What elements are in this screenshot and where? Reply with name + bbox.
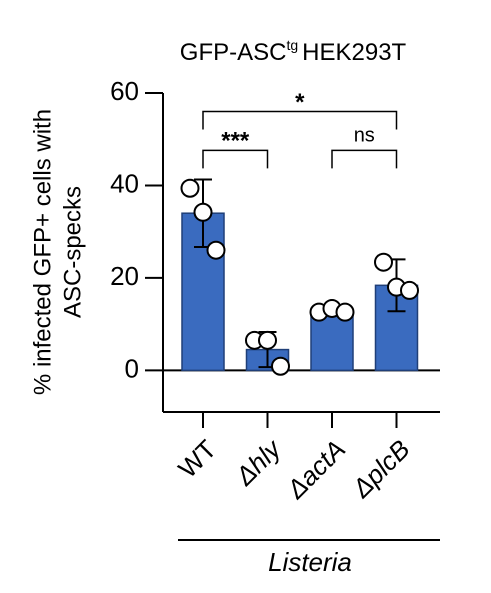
x-tick-label: Δhly xyxy=(229,432,288,491)
significance-label: *** xyxy=(221,128,250,155)
significance-label: * xyxy=(295,89,305,116)
chart-title: GFP-ASCtg HEK293T xyxy=(180,37,407,67)
y-axis-label: % infected GFP+ cells with ASC-specks xyxy=(29,109,86,395)
data-point xyxy=(206,240,226,260)
title-main: GFP-ASC xyxy=(180,39,287,66)
y-tick-label: 20 xyxy=(110,261,139,291)
data-point xyxy=(180,178,200,198)
y-label-line: % infected GFP+ cells with xyxy=(29,109,56,395)
title-after: HEK293T xyxy=(302,39,406,66)
y-tick-label: 60 xyxy=(110,76,139,106)
y-tick-label: 0 xyxy=(125,353,139,383)
x-tick-label: ΔactA xyxy=(280,434,351,505)
y-label-line: ASC-specks xyxy=(59,186,86,318)
group-label: Listeria xyxy=(268,547,352,577)
significance-bracket xyxy=(202,149,269,169)
significance-bracket xyxy=(331,149,398,169)
data-point xyxy=(374,252,393,272)
title-sup: tg xyxy=(286,37,298,53)
significance-bracket xyxy=(202,110,398,130)
x-tick-label: ΔplcB xyxy=(346,434,416,504)
significance-label: ns xyxy=(354,125,375,147)
y-tick-label: 40 xyxy=(110,168,139,198)
data-point xyxy=(400,280,419,300)
data-point xyxy=(271,356,290,376)
data-point xyxy=(335,302,355,322)
x-tick-label: WT xyxy=(172,434,222,484)
data-point xyxy=(258,330,277,350)
data-point xyxy=(193,202,213,222)
